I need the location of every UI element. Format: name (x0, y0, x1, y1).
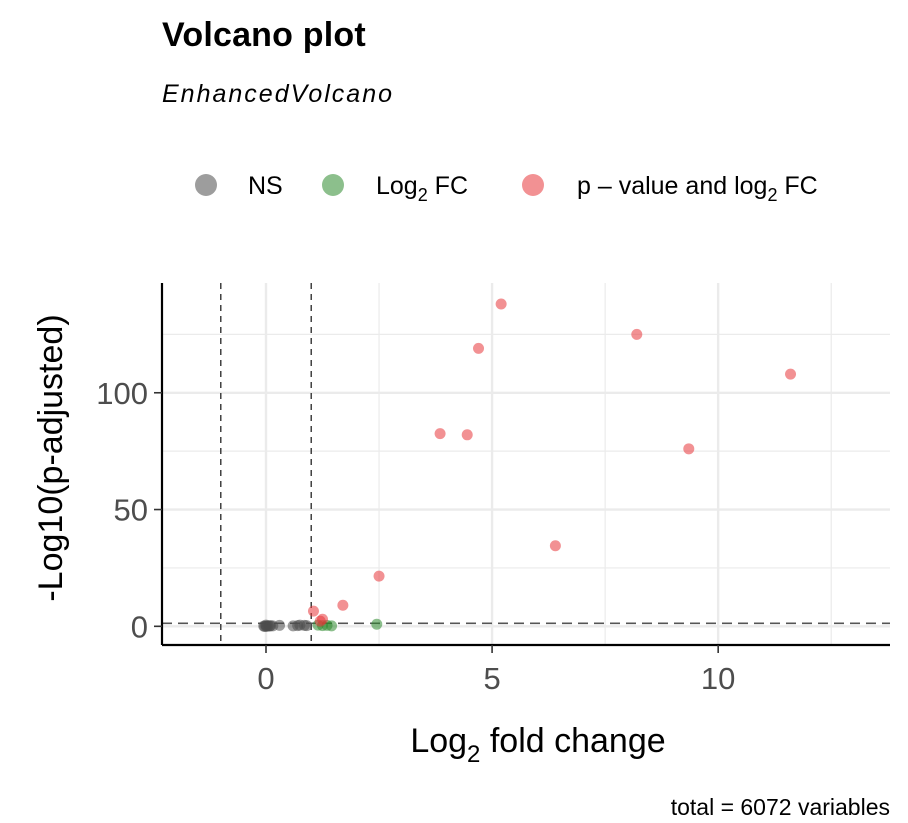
y-tick-label: 100 (96, 376, 148, 411)
data-point (274, 619, 286, 631)
data-point (461, 429, 473, 441)
legend-key (322, 174, 344, 196)
data-point (495, 298, 507, 310)
data-point (314, 615, 326, 627)
y-axis-title: -Log10(p-adjusted) (32, 314, 70, 601)
data-point (260, 619, 272, 631)
gridlines (162, 283, 890, 645)
data-point (434, 428, 446, 440)
data-point (473, 342, 485, 354)
points-layer (258, 298, 797, 632)
data-point (785, 368, 797, 380)
data-point (337, 599, 349, 611)
legend-label: p – value and log2 FC (577, 172, 818, 205)
chart-subtitle: EnhancedVolcano (162, 80, 395, 108)
legend-key (195, 174, 217, 196)
x-tick-label: 10 (701, 661, 735, 696)
data-point (683, 443, 695, 455)
chart-title: Volcano plot (162, 16, 366, 54)
x-axis-title: Log2 fold change (410, 722, 665, 768)
legend-label: NS (248, 172, 283, 200)
legend: NS Log2 FC p – value and log2 FC (195, 172, 818, 205)
y-tick-label: 50 (114, 493, 148, 528)
data-point (307, 605, 319, 617)
x-tick-label: 5 (483, 661, 500, 696)
legend-label: Log2 FC (376, 172, 468, 205)
data-point (373, 570, 385, 582)
legend-key (522, 174, 544, 196)
data-point (631, 328, 643, 340)
caption: total = 6072 variables (671, 794, 890, 820)
y-tick-label: 0 (131, 609, 148, 644)
data-point (371, 618, 383, 630)
data-point (549, 540, 561, 552)
data-point (294, 619, 306, 631)
x-tick-label: 0 (257, 661, 274, 696)
data-point (326, 620, 338, 632)
